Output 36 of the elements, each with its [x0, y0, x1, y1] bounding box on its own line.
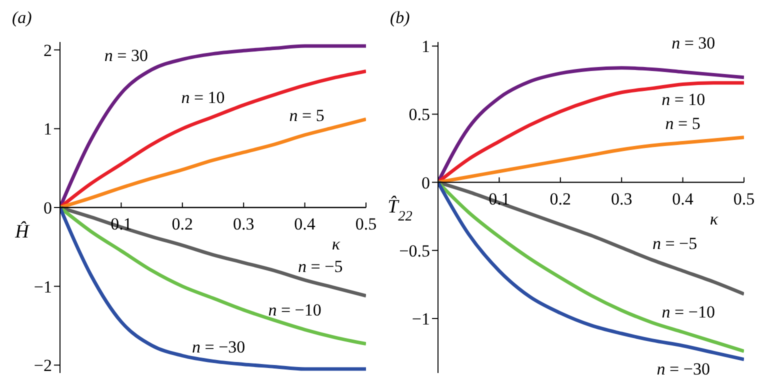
chart-title: (b) [389, 8, 411, 28]
y-tick-label: −2 [34, 356, 52, 376]
series-label: n = 10 [181, 88, 225, 107]
series-label: n = −30 [192, 337, 246, 356]
x-tick-label: 0.5 [733, 189, 755, 208]
y-tick-label: −0.5 [399, 241, 430, 260]
x-tick-label: 0.2 [172, 214, 194, 234]
series-label: n = −10 [662, 302, 715, 322]
y-tick-label: −1 [412, 310, 430, 329]
x-tick-label: 0.4 [672, 189, 694, 208]
series-label: n = 10 [662, 90, 706, 109]
series-label: n = −30 [656, 360, 710, 377]
x-tick-label: 0.3 [232, 214, 254, 234]
y-tick-label: 2 [44, 40, 52, 60]
y-axis-title: T̂$_{22}$ [388, 195, 412, 224]
series-label: n = 30 [104, 46, 148, 66]
y-tick-label: 0 [44, 198, 52, 218]
x-axis-title: κ [332, 234, 341, 254]
series-label: n = −10 [268, 300, 322, 320]
series-label: n = −5 [298, 256, 343, 276]
series-label: n = 5 [665, 114, 700, 133]
y-tick-label: 0 [422, 173, 430, 192]
series-label: n = −5 [652, 234, 698, 253]
y-tick-label: −1 [34, 277, 52, 296]
x-tick-label: 0.2 [550, 189, 572, 208]
chart-title: (a) [11, 8, 33, 28]
x-axis-title: κ [710, 209, 719, 228]
y-tick-label: 0.5 [408, 105, 430, 124]
x-tick-label: 0.5 [355, 214, 377, 234]
y-tick-label: 1 [422, 37, 430, 56]
y-tick-label: 1 [44, 120, 52, 139]
x-tick-label: 0.4 [294, 214, 316, 234]
series-label: n = 5 [289, 106, 324, 125]
series-label: n = 30 [672, 34, 716, 53]
y-axis-title: Ĥ [14, 220, 30, 242]
x-tick-label: 0.3 [610, 189, 632, 208]
